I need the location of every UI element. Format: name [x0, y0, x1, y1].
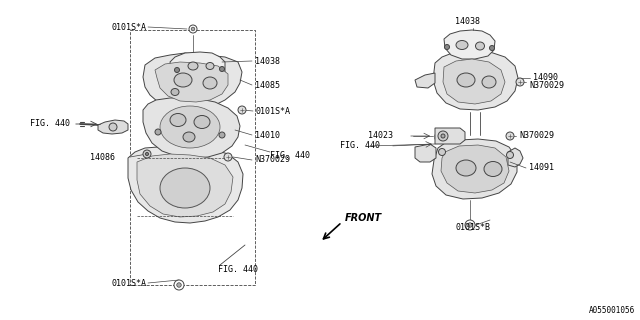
Text: 0101S*B: 0101S*B	[455, 223, 490, 233]
Ellipse shape	[171, 89, 179, 95]
Text: FIG. 440: FIG. 440	[30, 119, 70, 129]
Polygon shape	[443, 59, 505, 104]
Circle shape	[175, 68, 179, 73]
Circle shape	[191, 27, 195, 31]
Polygon shape	[444, 30, 495, 59]
Polygon shape	[143, 98, 240, 158]
Text: 14038: 14038	[255, 57, 280, 66]
Polygon shape	[143, 53, 242, 109]
Polygon shape	[508, 148, 523, 167]
Polygon shape	[137, 154, 233, 217]
Circle shape	[145, 153, 148, 156]
Polygon shape	[415, 144, 436, 162]
Polygon shape	[435, 128, 465, 144]
Circle shape	[441, 134, 445, 138]
Polygon shape	[433, 50, 518, 110]
Polygon shape	[435, 130, 448, 142]
Text: N370029: N370029	[255, 156, 290, 164]
Polygon shape	[415, 73, 435, 88]
Circle shape	[189, 25, 197, 33]
Circle shape	[224, 153, 232, 161]
Circle shape	[174, 280, 184, 290]
Ellipse shape	[456, 160, 476, 176]
Circle shape	[438, 148, 445, 156]
Circle shape	[506, 132, 514, 140]
Ellipse shape	[188, 62, 198, 70]
Text: 14038: 14038	[455, 18, 480, 27]
Text: 0101S*A: 0101S*A	[112, 22, 147, 31]
Text: A055001056: A055001056	[589, 306, 635, 315]
Circle shape	[438, 131, 448, 141]
Circle shape	[109, 123, 117, 131]
Circle shape	[155, 129, 161, 135]
Text: FIG. 440: FIG. 440	[218, 266, 258, 275]
Ellipse shape	[170, 114, 186, 126]
Text: 14086: 14086	[90, 153, 115, 162]
Text: FIG. 440: FIG. 440	[270, 150, 310, 159]
Ellipse shape	[457, 73, 475, 87]
Ellipse shape	[183, 132, 195, 142]
Polygon shape	[155, 62, 228, 102]
Circle shape	[445, 44, 449, 50]
Ellipse shape	[456, 41, 468, 50]
Ellipse shape	[482, 76, 496, 88]
Text: 0101S*A: 0101S*A	[112, 278, 147, 287]
Text: 14091: 14091	[529, 164, 554, 172]
Text: FIG. 440: FIG. 440	[340, 141, 380, 150]
Ellipse shape	[476, 42, 484, 50]
Circle shape	[220, 67, 225, 71]
Text: FRONT: FRONT	[345, 213, 382, 223]
Text: 0101S*A: 0101S*A	[256, 107, 291, 116]
Circle shape	[506, 151, 513, 158]
Text: 14010: 14010	[255, 131, 280, 140]
Polygon shape	[98, 120, 128, 134]
Text: 14023: 14023	[368, 132, 393, 140]
Circle shape	[238, 106, 246, 114]
Circle shape	[468, 223, 472, 227]
Text: 14085: 14085	[255, 81, 280, 90]
Circle shape	[219, 132, 225, 138]
Polygon shape	[441, 145, 509, 193]
Ellipse shape	[194, 116, 210, 129]
Text: N370029: N370029	[519, 132, 554, 140]
Polygon shape	[432, 139, 517, 199]
Text: N370029: N370029	[529, 82, 564, 91]
Polygon shape	[128, 146, 243, 223]
Circle shape	[465, 220, 475, 230]
Ellipse shape	[484, 162, 502, 177]
Ellipse shape	[160, 106, 220, 148]
Circle shape	[516, 78, 524, 86]
Ellipse shape	[174, 73, 192, 87]
Ellipse shape	[160, 168, 210, 208]
Ellipse shape	[206, 62, 214, 69]
Ellipse shape	[203, 77, 217, 89]
Polygon shape	[170, 52, 225, 81]
Circle shape	[143, 150, 151, 158]
Circle shape	[177, 283, 181, 287]
Text: 14090: 14090	[533, 74, 558, 83]
Circle shape	[490, 45, 495, 51]
